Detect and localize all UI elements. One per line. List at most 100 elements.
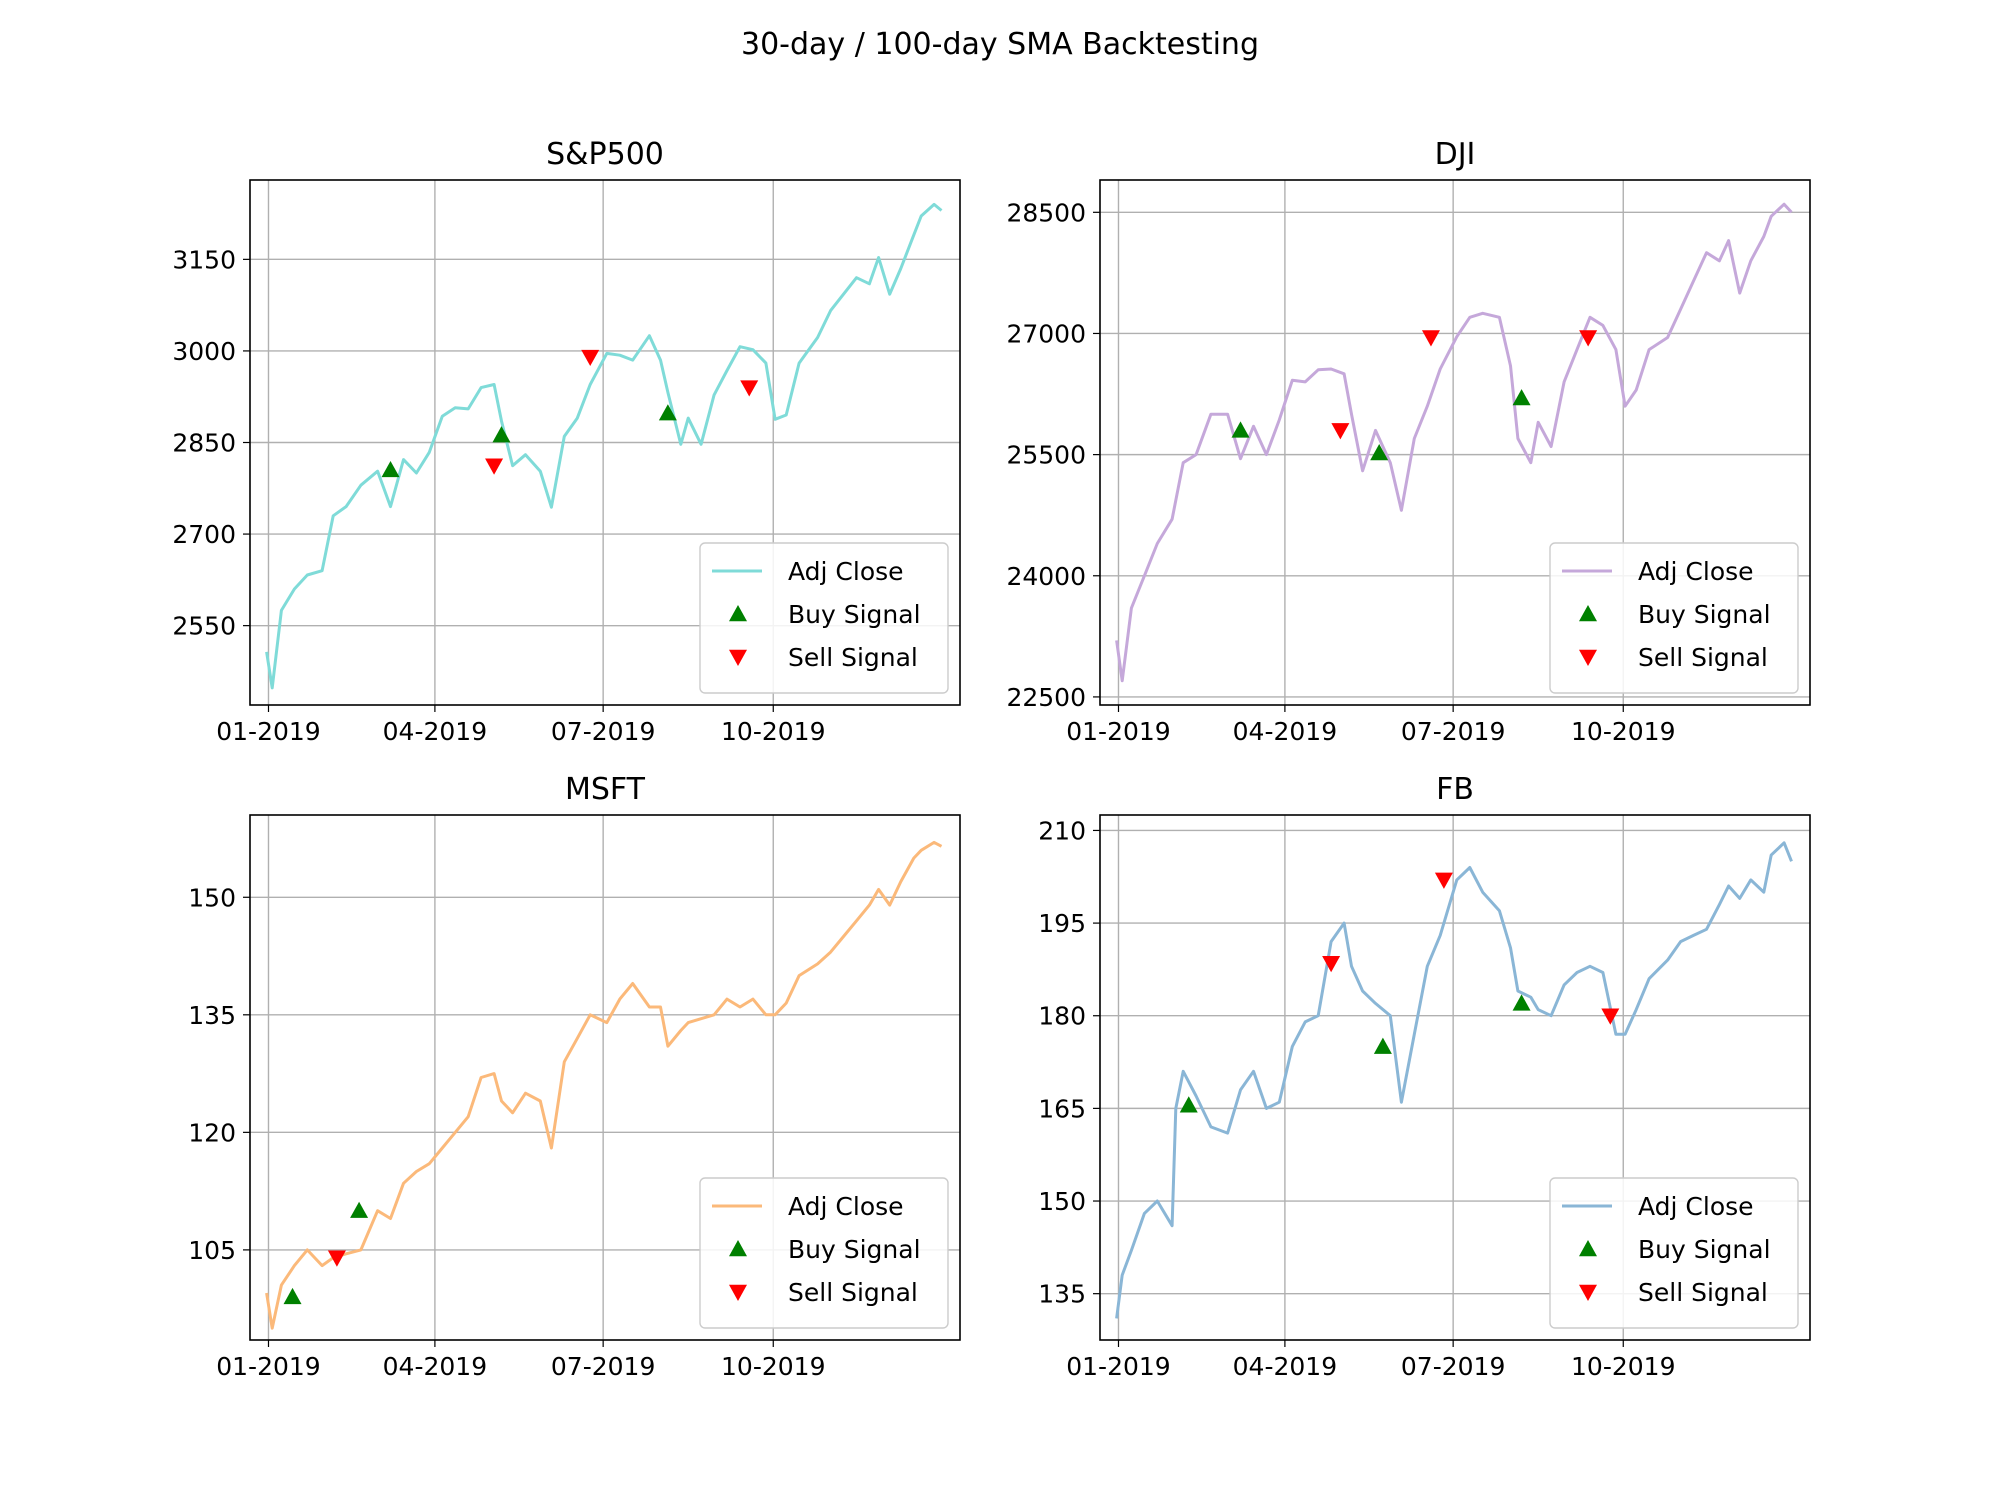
adj-close-line: [265, 840, 943, 1330]
legend: Adj Close Buy Signal Sell Signal: [1549, 1177, 1799, 1329]
x-tick-label: 10-2019: [1571, 717, 1675, 746]
legend-sell-marker: [1579, 649, 1597, 666]
subplots: S&P500 01-2019 04-2019 07-2019 10-2019 2550 27…: [172, 137, 1811, 1381]
x-tick-label: 01-2019: [1066, 717, 1170, 746]
y-tick-label: 105: [188, 1236, 236, 1265]
legend-buy-signal: Buy Signal: [1638, 600, 1771, 629]
legend-sell-signal: Sell Signal: [1638, 643, 1768, 672]
sell-signal-marker: [485, 458, 504, 475]
subplot-1: DJI 01-2019 04-2019 07-2019 10-2019 22500 2400…: [1006, 137, 1811, 746]
legend-buy-marker: [729, 1240, 747, 1257]
legend-buy-marker: [1579, 1240, 1597, 1257]
y-tick-label: 2850: [172, 429, 236, 458]
y-tick-label: 2700: [172, 520, 236, 549]
legend-adj-close: Adj Close: [1638, 557, 1754, 586]
y-tick-label: 120: [188, 1118, 236, 1147]
sell-signal-marker: [1421, 330, 1440, 347]
y-tick-label: 3150: [172, 245, 236, 274]
buy-signal-marker: [1512, 994, 1531, 1011]
legend-adj-close: Adj Close: [1638, 1192, 1754, 1221]
legend: Adj Close Buy Signal Sell Signal: [699, 1177, 949, 1329]
sell-signal-marker: [1434, 872, 1453, 889]
x-tick-label: 10-2019: [1571, 1352, 1675, 1381]
buy-signal-marker: [1373, 1037, 1392, 1054]
sell-signal-marker: [1331, 423, 1350, 440]
buy-signal-marker: [492, 426, 511, 443]
legend-buy-signal: Buy Signal: [1638, 1235, 1771, 1264]
x-tick-label: 07-2019: [551, 717, 655, 746]
sell-signal-marker: [327, 1250, 346, 1267]
adj-close-line: [265, 202, 943, 690]
x-tick-label: 04-2019: [1233, 1352, 1337, 1381]
y-tick-label: 3000: [172, 337, 236, 366]
adj-close-line: [1115, 202, 1793, 683]
y-tick-label: 2550: [172, 612, 236, 641]
y-tick-label: 150: [1038, 1187, 1086, 1216]
x-tick-label: 04-2019: [1233, 717, 1337, 746]
adj-close-line: [1115, 841, 1793, 1319]
x-tick-label: 07-2019: [551, 1352, 655, 1381]
legend-sell-marker: [1579, 1284, 1597, 1301]
y-tick-label: 180: [1038, 1002, 1086, 1031]
x-tick-label: 10-2019: [721, 1352, 825, 1381]
buy-signal-marker: [350, 1201, 369, 1218]
axes-frame: [249, 179, 961, 706]
buy-signal-marker: [1179, 1096, 1198, 1113]
subplot-title: MSFT: [565, 772, 646, 807]
legend-sell-signal: Sell Signal: [1638, 1278, 1768, 1307]
sell-signal-marker: [740, 380, 759, 397]
x-tick-label: 04-2019: [383, 1352, 487, 1381]
legend-buy-marker: [1579, 605, 1597, 622]
x-tick-label: 07-2019: [1401, 717, 1505, 746]
sell-signal-marker: [581, 349, 600, 367]
axes-frame: [1099, 814, 1811, 1341]
legend-box: [1549, 1177, 1799, 1329]
legend-box: [699, 542, 949, 694]
subplot-3: FB 01-2019 04-2019 07-2019 10-2019 135 150 165 1…: [1038, 772, 1811, 1381]
y-tick-label: 135: [188, 1001, 236, 1030]
y-tick-label: 25500: [1006, 441, 1086, 470]
y-tick-label: 22500: [1006, 683, 1086, 712]
buy-signal-marker: [1231, 421, 1250, 438]
y-tick-label: 24000: [1006, 562, 1086, 591]
legend: Adj Close Buy Signal Sell Signal: [699, 542, 949, 694]
sell-signal-marker: [1601, 1008, 1620, 1025]
y-tick-label: 210: [1038, 816, 1086, 845]
x-tick-label: 04-2019: [383, 717, 487, 746]
subplot-title: S&P500: [546, 137, 664, 172]
legend-sell-marker: [729, 649, 747, 666]
buy-signal-marker: [658, 404, 677, 421]
buy-signal-marker: [1512, 389, 1531, 406]
x-tick-label: 01-2019: [216, 1352, 320, 1381]
legend-box: [1549, 542, 1799, 694]
figure-title: 30-day / 100-day SMA Backtesting: [741, 27, 1259, 62]
buy-signal-marker: [1370, 444, 1389, 461]
legend-buy-marker: [729, 605, 747, 622]
subplot-0: S&P500 01-2019 04-2019 07-2019 10-2019 2550 27…: [172, 137, 961, 746]
axes-frame: [249, 814, 961, 1341]
x-tick-label: 07-2019: [1401, 1352, 1505, 1381]
x-tick-label: 01-2019: [216, 717, 320, 746]
legend-adj-close: Adj Close: [788, 1192, 904, 1221]
x-tick-label: 01-2019: [1066, 1352, 1170, 1381]
legend-sell-signal: Sell Signal: [788, 643, 918, 672]
legend: Adj Close Buy Signal Sell Signal: [1549, 542, 1799, 694]
y-tick-label: 150: [188, 883, 236, 912]
axes-frame: [1099, 179, 1811, 706]
subplot-title: DJI: [1435, 137, 1476, 172]
y-tick-label: 165: [1038, 1094, 1086, 1123]
legend-buy-signal: Buy Signal: [788, 600, 921, 629]
legend-box: [699, 1177, 949, 1329]
legend-sell-signal: Sell Signal: [788, 1278, 918, 1307]
sell-signal-marker: [1579, 330, 1598, 347]
x-tick-label: 10-2019: [721, 717, 825, 746]
buy-signal-marker: [381, 460, 400, 478]
y-tick-label: 27000: [1006, 319, 1086, 348]
y-tick-label: 195: [1038, 909, 1086, 938]
subplot-2: MSFT 01-2019 04-2019 07-2019 10-2019 105 120 13…: [188, 772, 961, 1381]
sell-signal-marker: [1322, 956, 1341, 973]
buy-signal-marker: [283, 1287, 302, 1305]
legend-buy-signal: Buy Signal: [788, 1235, 921, 1264]
y-tick-label: 135: [1038, 1280, 1086, 1309]
